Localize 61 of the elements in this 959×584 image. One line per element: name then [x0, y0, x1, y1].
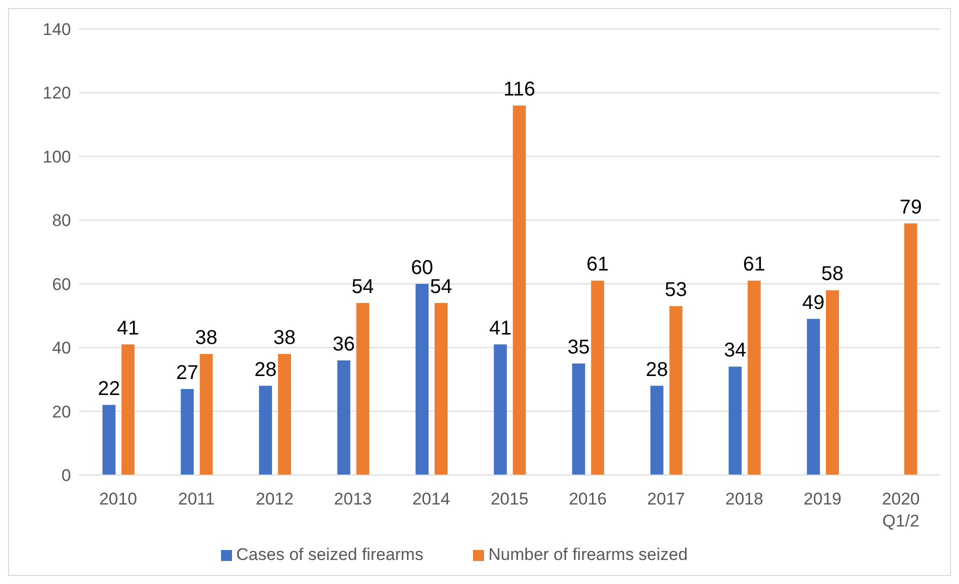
- x-tick-label: 2014: [412, 489, 450, 508]
- y-tick-label: 20: [52, 402, 71, 422]
- x-tick-label: 2019: [804, 489, 842, 508]
- bar: [806, 318, 820, 475]
- x-tick-label: 2020 Q1/2: [882, 489, 920, 530]
- x-tick-label: 2018: [725, 489, 764, 508]
- bar: [337, 360, 350, 475]
- bar: [748, 280, 761, 475]
- x-tick-label: 2017: [647, 489, 685, 508]
- bar: [669, 306, 682, 475]
- bar: [278, 354, 292, 475]
- bar: [180, 388, 194, 475]
- bar: [650, 386, 664, 475]
- data-label: 27: [176, 362, 198, 384]
- data-label: 34: [724, 340, 746, 362]
- data-label: 53: [664, 279, 688, 302]
- legend-label: Cases of seized firearms: [236, 545, 424, 564]
- data-label: 28: [254, 358, 277, 381]
- bar: [434, 302, 448, 475]
- bar: [200, 354, 213, 475]
- bar: [826, 290, 839, 475]
- bar: [512, 105, 526, 475]
- x-tick-label: 2011: [178, 489, 215, 508]
- data-label: 41: [489, 317, 512, 340]
- bar: [121, 344, 134, 475]
- data-label: 28: [646, 358, 668, 381]
- data-label: 79: [900, 196, 922, 218]
- data-label: 61: [743, 254, 766, 276]
- data-label: 38: [273, 326, 296, 349]
- y-tick-label: 120: [42, 84, 71, 103]
- bar: [904, 223, 918, 475]
- data-label: 116: [503, 78, 536, 100]
- x-tick-label: 2013: [334, 489, 372, 508]
- data-label: 49: [802, 292, 825, 314]
- data-label: 38: [195, 326, 218, 349]
- bar: [572, 364, 586, 475]
- y-tick-label: 140: [42, 20, 71, 40]
- data-label: 35: [567, 336, 590, 358]
- bar: [356, 302, 370, 475]
- data-label: 61: [586, 254, 609, 276]
- bar: [259, 386, 272, 475]
- x-tick-label: 2015: [490, 489, 528, 508]
- x-tick-label: 2010: [99, 489, 138, 508]
- y-tick-label: 0: [62, 466, 71, 486]
- bar: [591, 280, 604, 475]
- y-tick-label: 80: [52, 211, 71, 230]
- data-label: 22: [98, 378, 120, 400]
- x-tick-label: 2016: [568, 489, 607, 508]
- data-label: 36: [332, 333, 355, 356]
- y-tick-label: 60: [52, 274, 71, 294]
- data-label: 54: [352, 276, 374, 298]
- y-tick-label: 40: [52, 338, 71, 358]
- bar: [494, 344, 507, 475]
- y-tick-label: 100: [42, 147, 71, 166]
- x-tick-label: 2012: [256, 489, 294, 508]
- bar: [728, 366, 742, 475]
- bar: [102, 404, 116, 475]
- legend-label: Number of firearms seized: [488, 545, 688, 564]
- data-label: 41: [116, 317, 140, 340]
- data-label: 58: [821, 263, 844, 286]
- bar: [416, 284, 429, 475]
